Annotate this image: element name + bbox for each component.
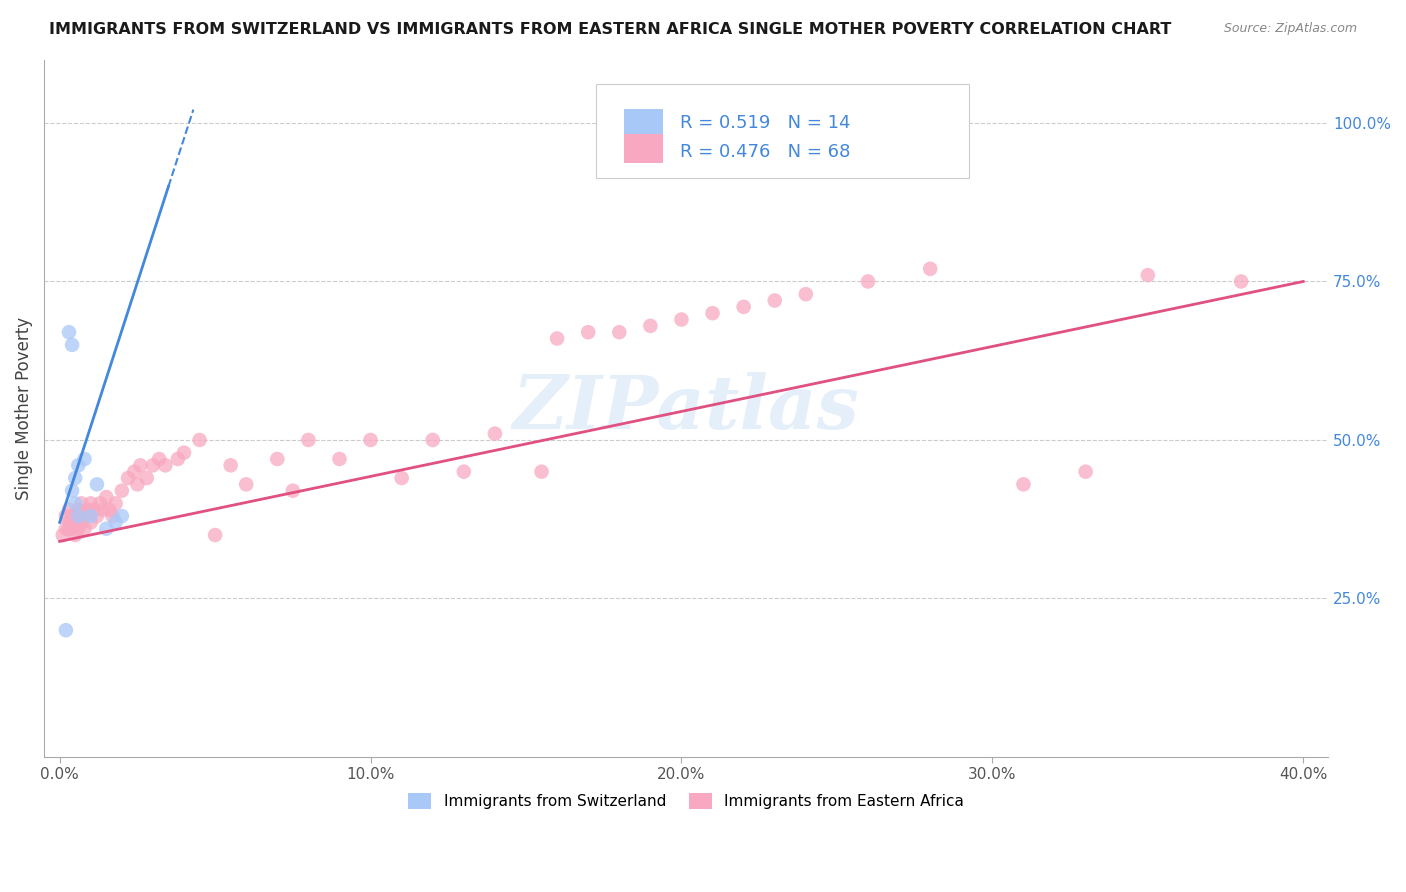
Point [166, 452, 188, 467]
Point [58, 516, 80, 530]
Point [281, 483, 304, 498]
Point [70, 496, 93, 510]
Point [328, 452, 350, 467]
Point [235, 477, 257, 491]
Point [111, 483, 134, 498]
Point [63, 528, 86, 542]
Legend: Immigrants from Switzerland, Immigrants from Eastern Africa: Immigrants from Switzerland, Immigrants … [402, 788, 970, 815]
Point [60, 338, 83, 352]
Point [1230, 275, 1253, 289]
Point [63, 471, 86, 485]
Point [55, 623, 77, 637]
Point [266, 452, 288, 467]
FancyBboxPatch shape [596, 84, 969, 178]
Point [702, 306, 724, 320]
Point [530, 465, 553, 479]
Point [129, 458, 152, 473]
Point [856, 275, 879, 289]
Point [67, 502, 90, 516]
Point [55, 509, 77, 524]
Point [73, 522, 96, 536]
Point [55, 522, 77, 536]
Point [453, 465, 475, 479]
Point [607, 325, 630, 339]
Y-axis label: Single Mother Poverty: Single Mother Poverty [15, 317, 32, 500]
Text: IMMIGRANTS FROM SWITZERLAND VS IMMIGRANTS FROM EASTERN AFRICA SINGLE MOTHER POVE: IMMIGRANTS FROM SWITZERLAND VS IMMIGRANT… [49, 22, 1171, 37]
Point [1012, 477, 1035, 491]
Point [101, 509, 124, 524]
Point [67, 522, 90, 536]
Point [204, 528, 226, 542]
Point [60, 483, 83, 498]
Point [96, 490, 118, 504]
Point [135, 471, 157, 485]
Point [155, 458, 177, 473]
Text: R = 0.519   N = 14: R = 0.519 N = 14 [679, 114, 851, 132]
Point [52, 528, 75, 542]
Point [91, 502, 114, 516]
Point [67, 509, 90, 524]
Point [98, 502, 121, 516]
Point [58, 522, 80, 536]
Point [104, 516, 127, 530]
Point [733, 300, 755, 314]
Point [111, 509, 134, 524]
Point [63, 496, 86, 510]
Point [188, 433, 211, 447]
Point [96, 522, 118, 536]
Point [640, 318, 662, 333]
Point [63, 509, 86, 524]
Text: Source: ZipAtlas.com: Source: ZipAtlas.com [1223, 22, 1357, 36]
Point [422, 433, 444, 447]
Text: ZIPatlas: ZIPatlas [513, 372, 859, 444]
Point [60, 509, 83, 524]
Point [83, 502, 105, 516]
Point [360, 433, 382, 447]
Point [484, 426, 506, 441]
Point [76, 502, 98, 516]
Point [576, 325, 599, 339]
Point [70, 516, 93, 530]
Point [127, 477, 149, 491]
Point [104, 496, 127, 510]
Point [763, 293, 786, 308]
Point [80, 509, 103, 524]
Point [122, 465, 145, 479]
Text: R = 0.476   N = 68: R = 0.476 N = 68 [679, 144, 851, 161]
Point [58, 502, 80, 516]
FancyBboxPatch shape [624, 134, 664, 163]
Point [148, 452, 170, 467]
Point [1074, 465, 1097, 479]
Point [86, 509, 108, 524]
Point [60, 522, 83, 536]
Point [391, 471, 413, 485]
Point [546, 332, 568, 346]
FancyBboxPatch shape [624, 109, 664, 138]
Point [86, 477, 108, 491]
Point [1136, 268, 1159, 282]
Point [80, 516, 103, 530]
Point [219, 458, 242, 473]
Point [671, 312, 693, 326]
Point [73, 509, 96, 524]
Point [80, 496, 103, 510]
Point [58, 325, 80, 339]
Point [142, 458, 165, 473]
Point [794, 287, 817, 301]
Point [173, 445, 195, 459]
Point [89, 496, 111, 510]
Point [297, 433, 319, 447]
Point [67, 458, 90, 473]
Point [920, 261, 942, 276]
Point [117, 471, 139, 485]
Point [63, 516, 86, 530]
Point [73, 452, 96, 467]
